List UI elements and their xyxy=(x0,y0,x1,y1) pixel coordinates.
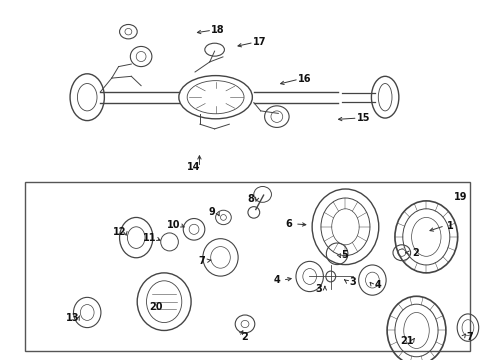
Text: 14: 14 xyxy=(187,162,200,172)
Text: 6: 6 xyxy=(286,219,293,229)
Text: 19: 19 xyxy=(454,192,467,202)
Text: 16: 16 xyxy=(298,74,312,84)
Text: 7: 7 xyxy=(466,332,473,342)
Text: 15: 15 xyxy=(357,113,370,123)
Text: 11: 11 xyxy=(143,233,157,243)
Text: 12: 12 xyxy=(113,227,126,237)
Text: 4: 4 xyxy=(375,280,382,290)
Text: 7: 7 xyxy=(198,256,205,266)
Text: 21: 21 xyxy=(400,336,414,346)
Text: 20: 20 xyxy=(149,302,163,312)
Text: 1: 1 xyxy=(447,221,454,231)
Text: 5: 5 xyxy=(342,250,348,260)
Text: 13: 13 xyxy=(66,313,79,323)
Text: 10: 10 xyxy=(167,220,180,230)
Text: 3: 3 xyxy=(316,284,322,294)
Text: 18: 18 xyxy=(211,25,225,35)
Text: 8: 8 xyxy=(247,194,254,204)
Text: 17: 17 xyxy=(253,37,267,48)
Bar xyxy=(24,182,470,351)
Text: 2: 2 xyxy=(412,248,419,258)
Text: 3: 3 xyxy=(349,276,356,287)
Text: 4: 4 xyxy=(273,275,280,285)
Text: 2: 2 xyxy=(242,332,248,342)
Text: 9: 9 xyxy=(208,207,215,217)
